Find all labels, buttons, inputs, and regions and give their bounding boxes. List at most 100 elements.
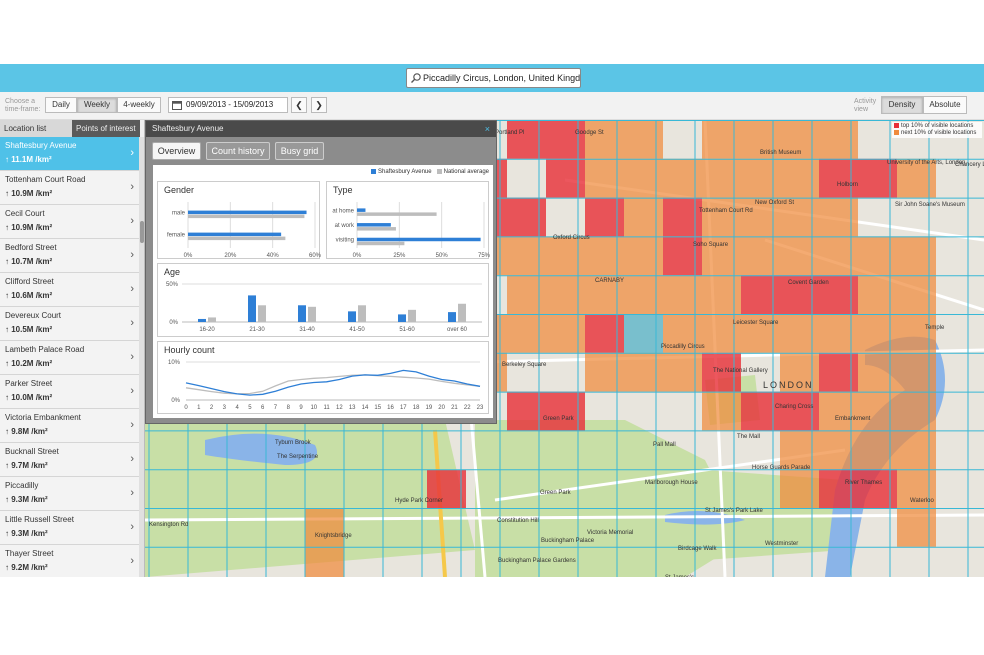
axis-tick-label: 50%	[436, 253, 449, 259]
activity-view-label: Activity view	[854, 98, 877, 113]
location-list-item[interactable]: Devereux Court ↑ 10.5M /km² ›	[0, 307, 139, 341]
location-list-item[interactable]: Lambeth Palace Road ↑ 10.2M /km² ›	[0, 341, 139, 375]
density-value: 11.1M /km²	[11, 155, 52, 164]
timeframe-label: Choose a time-frame:	[5, 98, 41, 113]
previous-week-button[interactable]: ❮	[291, 97, 307, 113]
bar	[357, 241, 405, 246]
map-place-label: Soho Square	[693, 242, 729, 248]
category-label: male	[172, 211, 186, 217]
close-icon[interactable]: ×	[484, 124, 490, 134]
map-place-label: Charing Cross	[775, 404, 814, 410]
heat-cell-next	[858, 430, 897, 470]
timeframe-daily-button[interactable]: Daily	[45, 97, 77, 113]
search-value: Piccadilly Circus, London, United Kingdo…	[423, 73, 581, 83]
location-name: Shaftesbury Avenue	[5, 141, 77, 150]
chevron-right-icon: ›	[130, 351, 134, 363]
bar	[198, 318, 206, 322]
category-label: 41-50	[349, 327, 365, 333]
heat-cell-next	[305, 547, 344, 577]
location-density: ↑ 10.9M /km²	[5, 189, 53, 198]
axis-tick-label: 10%	[168, 360, 181, 366]
scrollbar-thumb[interactable]	[140, 221, 144, 243]
bar	[448, 312, 456, 322]
bar	[408, 309, 416, 322]
heat-cell-next	[546, 314, 585, 353]
sidebar-scrollbar[interactable]	[139, 137, 144, 577]
location-list-item[interactable]: Parker Street ↑ 10.0M /km² ›	[0, 375, 139, 409]
heat-cell-top	[741, 275, 780, 314]
heat-cell-top	[819, 352, 858, 392]
tab-overview[interactable]: Overview	[152, 142, 201, 160]
bar	[188, 232, 282, 237]
map-canvas[interactable]	[145, 120, 984, 577]
location-list-item[interactable]: Victoria Embankment ↑ 9.8M /km² ›	[0, 409, 139, 443]
heat-cell-next	[546, 236, 585, 276]
timeframe-4weekly-button[interactable]: 4-weekly	[117, 97, 161, 113]
location-list-item[interactable]: Bucknall Street ↑ 9.7M /km² ›	[0, 443, 139, 477]
heat-cell-next	[546, 275, 585, 314]
tab-busy-grid[interactable]: Busy grid	[275, 142, 324, 160]
tab-count-history[interactable]: Count history	[206, 142, 270, 160]
search-input[interactable]: Piccadilly Circus, London, United Kingdo…	[406, 68, 581, 88]
chevron-right-icon: ›	[130, 419, 134, 431]
chevron-right-icon: ›	[130, 521, 134, 533]
absolute-view-button[interactable]: Absolute	[923, 96, 967, 114]
axis-tick-label: 25%	[393, 253, 406, 259]
heat-cell-next	[702, 197, 741, 237]
timeframe-weekly-button[interactable]: Weekly	[77, 97, 117, 113]
panel-title: Shaftesbury Avenue	[152, 124, 224, 133]
location-density: ↑ 10.9M /km²	[5, 223, 53, 232]
heat-cell-next	[858, 236, 897, 276]
x-tick-label: 10	[310, 405, 317, 411]
location-name: Victoria Embankment	[5, 413, 81, 422]
density-value: 10.0M /km²	[11, 393, 53, 402]
heat-cell-top	[741, 391, 780, 431]
chevron-right-icon: ›	[130, 453, 134, 465]
bar	[348, 311, 356, 322]
location-list-item[interactable]: Tottenham Court Road ↑ 10.9M /km² ›	[0, 171, 139, 205]
location-density: ↑ 10.2M /km²	[5, 359, 53, 368]
legend-swatch-location	[371, 169, 376, 174]
x-tick-label: 0	[184, 405, 188, 411]
heat-cell-selected	[624, 314, 663, 353]
series-legend: Shaftesbury Avenue National average	[371, 169, 489, 175]
location-list-item[interactable]: Clifford Street ↑ 10.6M /km² ›	[0, 273, 139, 307]
location-list-item[interactable]: Cecil Court ↑ 10.9M /km² ›	[0, 205, 139, 239]
location-name: Parker Street	[5, 379, 53, 388]
density-view-button[interactable]: Density	[881, 96, 923, 114]
legend-swatch-next	[894, 130, 899, 136]
location-list-item[interactable]: Piccadilly ↑ 9.3M /km² ›	[0, 477, 139, 511]
location-name: Devereux Court	[5, 311, 62, 320]
category-label: 21-30	[249, 327, 265, 333]
location-list-item[interactable]: Thayer Street ↑ 9.2M /km² ›	[0, 545, 139, 577]
legend-label-national: National average	[443, 169, 489, 176]
tab-points-of-interest[interactable]: Points of interest	[72, 120, 140, 137]
chevron-right-icon: ›	[130, 283, 134, 295]
bar	[258, 305, 266, 322]
map-place-label: Buckingham Palace	[541, 538, 595, 544]
heat-cell-next	[780, 314, 819, 353]
bar	[188, 210, 307, 215]
next-week-button[interactable]: ❯	[311, 97, 327, 113]
heat-cell-next	[624, 236, 663, 276]
bar	[398, 314, 406, 322]
tab-location-list[interactable]: Location list	[0, 120, 72, 137]
heat-cell-next	[819, 197, 858, 237]
heat-cell-next	[585, 236, 624, 276]
type-chart-svg: 0% 25% 50% 75% at home at work visiting	[332, 202, 490, 259]
heat-cell-next	[897, 430, 936, 470]
location-name: Lambeth Palace Road	[5, 345, 85, 354]
date-range-field[interactable]: 09/09/2013 - 15/09/2013	[168, 97, 288, 113]
hourly-chart-svg: 10%0%0 1 2 3 4 5 6 7 8 9 10 11 12 13 14 15 16 17 18 19 20 21 2…	[168, 360, 484, 411]
heat-cell-next	[780, 469, 819, 508]
chevron-right-icon: ›	[130, 385, 134, 397]
heat-cell-next	[897, 508, 936, 547]
location-list-item[interactable]: Little Russell Street ↑ 9.3M /km² ›	[0, 511, 139, 545]
location-list-item[interactable]: Shaftesbury Avenue ↑ 11.1M /km² ›	[0, 137, 139, 171]
x-tick-label: 16	[387, 405, 394, 411]
density-value: 10.7M /km²	[11, 257, 53, 266]
heat-cell-top	[507, 120, 546, 159]
map-place-label: River Thames	[845, 480, 883, 486]
location-list-item[interactable]: Bedford Street ↑ 10.7M /km² ›	[0, 239, 139, 273]
